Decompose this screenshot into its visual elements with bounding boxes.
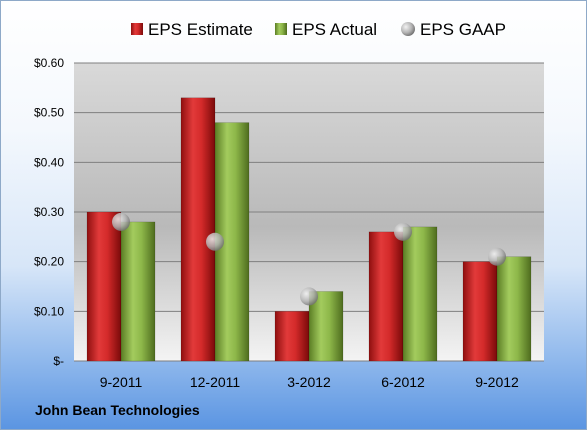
x-tick-label: 12-2011 <box>190 374 241 390</box>
gaap-marker <box>206 232 224 251</box>
bar-estimate <box>274 311 310 362</box>
y-axis: $- $0.10 $0.20 $0.30 $0.40 $0.50 $0.60 <box>34 56 64 368</box>
x-tick-label: 9-2012 <box>475 374 519 390</box>
y-tick-label: $0.40 <box>34 155 64 169</box>
bar-actual <box>120 221 156 362</box>
legend: EPS Estimate EPS Actual EPS GAAP <box>131 20 506 39</box>
legend-label: EPS GAAP <box>420 20 506 39</box>
bars <box>86 97 532 362</box>
bar-estimate <box>180 97 216 362</box>
y-tick-label: $0.10 <box>34 304 64 318</box>
y-tick-label: $0.20 <box>34 255 64 269</box>
x-tick-label: 6-2012 <box>381 374 425 390</box>
x-axis: 9-2011 12-2011 3-2012 6-2012 9-2012 <box>100 374 519 390</box>
bar-actual <box>308 291 344 362</box>
legend-swatch <box>401 22 415 36</box>
y-tick-label: $0.30 <box>34 205 64 219</box>
gaap-marker <box>300 287 318 306</box>
y-tick-label: $0.50 <box>34 106 64 120</box>
gaap-marker <box>488 247 506 266</box>
bar-actual <box>496 256 532 362</box>
legend-swatch <box>275 23 287 35</box>
y-tick-label: $0.60 <box>34 56 64 70</box>
bar-actual <box>402 226 438 362</box>
gaap-marker <box>112 212 130 231</box>
company-name: John Bean Technologies <box>35 402 200 418</box>
legend-swatch <box>131 23 143 35</box>
legend-label: EPS Actual <box>292 20 377 39</box>
bar-estimate <box>462 261 498 362</box>
x-tick-label: 3-2012 <box>287 374 331 390</box>
bar-estimate <box>368 231 404 362</box>
bar-estimate <box>86 211 122 362</box>
y-tick-label: $- <box>53 354 64 368</box>
x-tick-label: 9-2011 <box>100 374 143 390</box>
gaap-marker <box>394 222 412 241</box>
legend-label: EPS Estimate <box>148 20 253 39</box>
